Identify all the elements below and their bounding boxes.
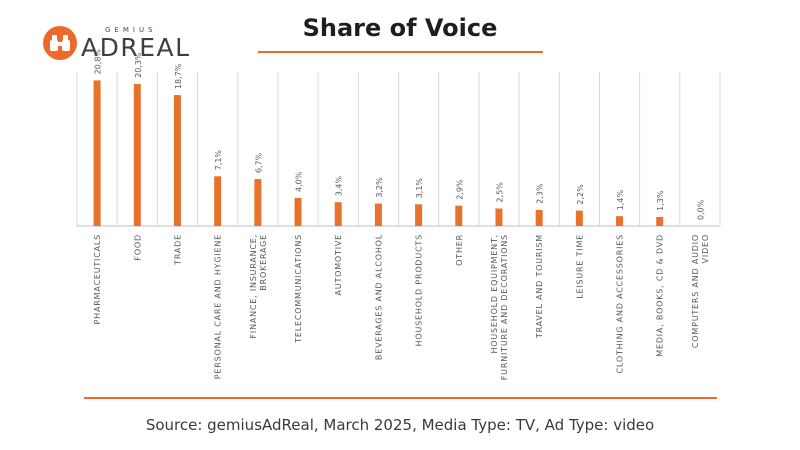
title-underline bbox=[258, 51, 543, 53]
data-label: 1,4% bbox=[616, 189, 625, 210]
category-label: HOUSEHOLD EQUIPMENT, bbox=[490, 234, 499, 354]
bottom-divider bbox=[84, 397, 717, 399]
data-label: 2,2% bbox=[576, 184, 585, 205]
bar bbox=[616, 216, 624, 226]
gemius-adreal-logo: GEMIUS ADREAL bbox=[43, 22, 193, 62]
data-label: 7,1% bbox=[214, 150, 223, 171]
data-label: 4,0% bbox=[295, 171, 304, 192]
bar bbox=[334, 202, 342, 226]
data-label: 2,3% bbox=[536, 183, 545, 204]
category-label: MEDIA, BOOKS, CD & DVD bbox=[656, 234, 665, 357]
data-label: 3,1% bbox=[415, 178, 424, 199]
category-label: AUTOMOTIVE bbox=[334, 234, 343, 295]
data-label: 3,2% bbox=[375, 177, 384, 198]
category-label: PERSONAL CARE AND HYGIENE bbox=[214, 234, 223, 379]
data-label: 18,7% bbox=[174, 63, 183, 89]
logo-brand-small: GEMIUS bbox=[105, 26, 157, 34]
logo-brand-big: ADREAL bbox=[81, 33, 191, 62]
bar bbox=[173, 95, 181, 226]
bar bbox=[656, 216, 664, 226]
bar bbox=[214, 176, 222, 226]
data-label: 3,4% bbox=[335, 175, 344, 196]
bar bbox=[133, 83, 141, 227]
category-label: PHARMACEUTICALS bbox=[93, 234, 102, 324]
bar bbox=[455, 205, 463, 226]
bar bbox=[535, 209, 543, 226]
data-label: 1,3% bbox=[656, 190, 665, 211]
data-label: 20,3% bbox=[134, 52, 143, 78]
category-label: BROKERAGE bbox=[259, 234, 268, 291]
category-label: FOOD bbox=[133, 234, 142, 261]
bar bbox=[374, 203, 382, 226]
category-label: FURNITURE AND DECORATIONS bbox=[500, 234, 509, 380]
source-caption: Source: gemiusAdReal, March 2025, Media … bbox=[145, 416, 655, 434]
data-label: 6,7% bbox=[254, 152, 263, 173]
page-title: Share of Voice bbox=[302, 14, 498, 42]
bar bbox=[415, 204, 423, 226]
category-label: TELECOMMUNICATIONS bbox=[294, 234, 303, 344]
category-label: HOUSEHOLD PRODUCTS bbox=[415, 234, 424, 346]
data-label: 20,8% bbox=[94, 49, 103, 75]
category-label: COMPUTERS AND AUDIO bbox=[691, 234, 700, 348]
bar bbox=[575, 210, 583, 226]
category-label: TRAVEL AND TOURISM bbox=[535, 234, 544, 339]
category-label: VIDEO bbox=[701, 234, 710, 263]
data-label: 2,9% bbox=[455, 179, 464, 200]
category-label: OTHER bbox=[455, 234, 464, 266]
data-label: 0,0% bbox=[696, 199, 705, 220]
bar bbox=[495, 208, 503, 226]
category-label: CLOTHING AND ACCESSORIES bbox=[616, 234, 625, 373]
category-label: TRADE bbox=[173, 234, 182, 266]
category-label: LEISURE TIME bbox=[575, 234, 584, 299]
bar bbox=[93, 80, 101, 227]
category-label: FINANCE, INSURANCE, bbox=[249, 234, 258, 338]
bar bbox=[254, 179, 262, 226]
category-label: BEVERAGES AND ALCOHOL bbox=[374, 234, 383, 360]
binoculars-icon bbox=[43, 26, 77, 60]
data-label: 2,5% bbox=[495, 182, 504, 203]
bar bbox=[294, 198, 302, 226]
